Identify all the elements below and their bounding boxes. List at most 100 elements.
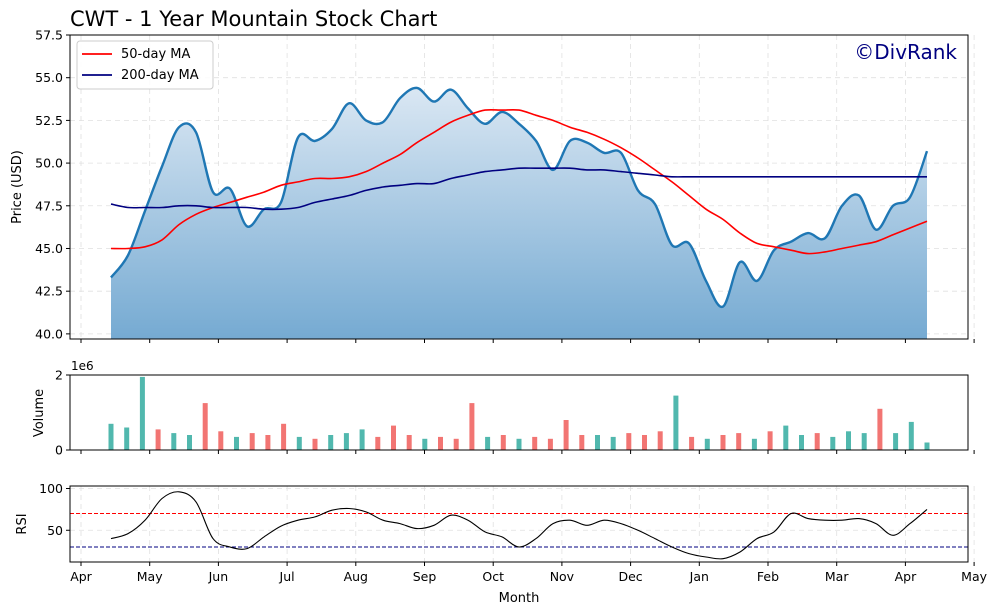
volume-bar bbox=[234, 436, 239, 450]
volume-bar bbox=[218, 431, 224, 451]
volume-y-ticks: 02 bbox=[55, 368, 70, 458]
volume-bars bbox=[108, 376, 930, 451]
legend-box bbox=[76, 40, 214, 90]
volume-bar bbox=[438, 436, 443, 450]
volume-bar bbox=[579, 435, 585, 450]
chart-title: CWT - 1 Year Mountain Stock Chart bbox=[70, 7, 437, 31]
volume-bar bbox=[312, 438, 318, 450]
rsi-y-ticks: 50 100 bbox=[39, 481, 70, 538]
volume-bar bbox=[343, 433, 349, 450]
volume-bar bbox=[704, 438, 710, 450]
volume-bar bbox=[171, 433, 177, 450]
price-area-fill bbox=[111, 87, 927, 339]
volume-bar bbox=[751, 438, 757, 450]
rsi-axes-frame bbox=[69, 485, 969, 563]
volume-bar bbox=[187, 435, 192, 450]
rsi-x-tick-label: May bbox=[137, 569, 163, 584]
volume-bar bbox=[736, 433, 742, 450]
volume-bar bbox=[720, 435, 726, 450]
volume-bar bbox=[453, 438, 459, 450]
rsi-y-axis-label: RSI bbox=[15, 513, 30, 534]
volume-bar bbox=[767, 431, 773, 451]
volume-bar bbox=[626, 433, 632, 450]
rsi-x-tick-label: Apr bbox=[70, 569, 92, 584]
rsi-x-tick-label: Jan bbox=[689, 569, 709, 584]
volume-bar bbox=[108, 423, 114, 450]
legend: 50-day MA 200-day MA bbox=[76, 40, 214, 90]
volume-bar bbox=[877, 408, 883, 450]
volume-y-axis-label: Volume bbox=[32, 389, 47, 437]
volume-panel: 02 1e6 Volume bbox=[32, 359, 975, 458]
rsi-grid bbox=[70, 486, 975, 562]
watermark-text: ©DivRank bbox=[854, 40, 957, 64]
volume-bar bbox=[124, 427, 130, 450]
rsi-x-tick-label: Mar bbox=[825, 569, 849, 584]
volume-bar bbox=[296, 436, 302, 450]
rsi-x-tick-label: Feb bbox=[757, 569, 779, 584]
rsi-y-tick-label: 100 bbox=[39, 481, 63, 496]
volume-bar bbox=[406, 435, 412, 450]
rsi-x-tick-label: Dec bbox=[618, 569, 642, 584]
price-y-tick-label: 52.5 bbox=[35, 113, 63, 128]
price-line bbox=[110, 86, 929, 309]
volume-bar bbox=[610, 436, 616, 450]
x-axis-label: Month bbox=[499, 591, 540, 606]
rsi-x-tick-label: Jul bbox=[279, 569, 295, 584]
rsi-x-tick-label: Sep bbox=[413, 569, 437, 584]
volume-bar bbox=[908, 421, 914, 450]
volume-offset-label: 1e6 bbox=[71, 359, 94, 373]
volume-bar bbox=[846, 431, 851, 451]
volume-bar bbox=[830, 436, 836, 450]
volume-bar bbox=[391, 425, 396, 450]
rsi-x-tick-label: Jun bbox=[208, 569, 229, 584]
price-y-tick-label: 45.0 bbox=[35, 241, 63, 256]
volume-bar bbox=[249, 433, 255, 450]
volume-bar bbox=[532, 436, 538, 450]
rsi-x-tick-label: May bbox=[961, 569, 987, 584]
volume-bar bbox=[563, 420, 569, 450]
price-y-tick-label: 55.0 bbox=[35, 70, 63, 85]
volume-bar bbox=[861, 433, 867, 450]
volume-bar bbox=[595, 435, 600, 450]
volume-bar bbox=[485, 436, 491, 450]
price-y-tick-label: 42.5 bbox=[35, 284, 63, 299]
volume-axes-frame bbox=[69, 374, 969, 451]
rsi-x-ticks: Apr May Jun Jul Aug Sep Oct Nov Dec Jan Feb Mar Apr M… bbox=[70, 562, 988, 584]
volume-bar bbox=[328, 435, 334, 450]
volume-bar bbox=[422, 438, 428, 450]
price-panel: 40.0 42.5 45.0 47.5 50.0 52.5 55.0 57.5 Price (… bbox=[10, 28, 975, 343]
volume-bar bbox=[375, 436, 381, 450]
volume-bar bbox=[265, 435, 271, 450]
price-y-tick-label: 40.0 bbox=[35, 326, 63, 341]
volume-bar bbox=[516, 438, 522, 450]
volume-bar bbox=[281, 423, 287, 450]
volume-bar bbox=[155, 429, 161, 450]
volume-y-tick-label: 0 bbox=[55, 443, 63, 458]
legend-label-ma50: 50-day MA bbox=[121, 47, 190, 62]
rsi-x-tick-label: Oct bbox=[482, 569, 504, 584]
volume-y-tick-label: 2 bbox=[55, 368, 63, 383]
rsi-y-tick-label: 50 bbox=[47, 523, 63, 538]
price-y-ticks: 40.0 42.5 45.0 47.5 50.0 52.5 55.0 57.5 bbox=[35, 28, 70, 341]
rsi-x-tick-label: Aug bbox=[344, 569, 368, 584]
price-y-tick-label: 47.5 bbox=[35, 198, 63, 213]
legend-label-ma200: 200-day MA bbox=[121, 68, 199, 83]
price-y-tick-label: 57.5 bbox=[35, 28, 63, 43]
ma50-line bbox=[110, 108, 928, 255]
rsi-line bbox=[110, 491, 928, 560]
rsi-x-tick-label: Nov bbox=[550, 569, 575, 584]
volume-bar bbox=[500, 435, 506, 450]
volume-bar bbox=[799, 435, 804, 450]
rsi-panel: 50 100 Apr May Jun Jul Aug Sep Oct Nov Dec Jan Feb M… bbox=[15, 481, 988, 606]
volume-bar bbox=[689, 436, 695, 450]
volume-x-ticks bbox=[80, 450, 975, 454]
price-axes-frame bbox=[69, 34, 969, 340]
volume-bar bbox=[673, 395, 679, 450]
volume-bar bbox=[642, 435, 647, 450]
rsi-x-tick-label: Apr bbox=[895, 569, 917, 584]
ma200-line bbox=[110, 167, 927, 211]
volume-bar bbox=[814, 433, 820, 450]
volume-bar bbox=[139, 376, 145, 450]
